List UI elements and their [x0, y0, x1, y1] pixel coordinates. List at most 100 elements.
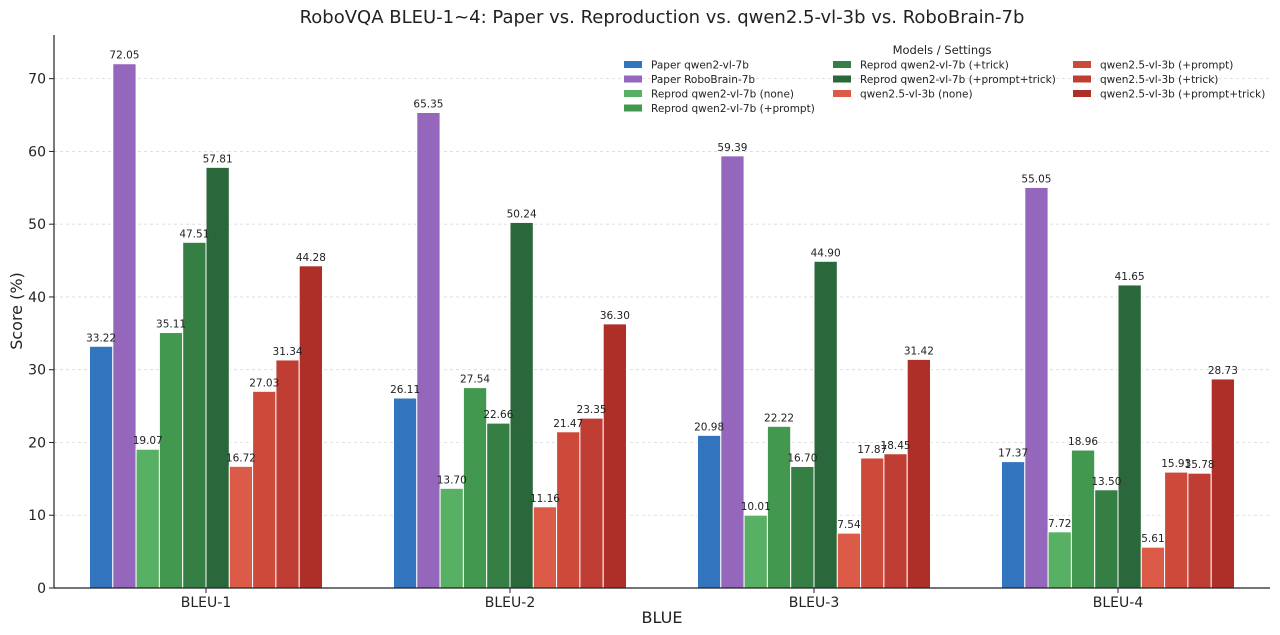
bar — [252, 390, 277, 589]
bar — [697, 434, 722, 589]
legend-entry: qwen2.5-vl-3b (+trick) — [1100, 74, 1218, 86]
bar — [906, 358, 932, 589]
legend-swatch — [624, 75, 642, 83]
y-tick-label: 60 — [28, 144, 46, 160]
bar-value-label: 44.28 — [296, 252, 326, 264]
bar — [135, 448, 160, 589]
bar — [275, 359, 300, 589]
bar — [298, 265, 324, 589]
bar — [509, 221, 534, 589]
bar-value-label: 31.34 — [273, 346, 303, 358]
legend-swatch — [1073, 90, 1091, 97]
bar — [112, 63, 137, 589]
bar-value-label: 59.39 — [717, 142, 747, 154]
bar-value-label: 20.98 — [694, 421, 724, 433]
bar — [766, 425, 792, 589]
bar-value-label: 11.16 — [530, 493, 560, 505]
bar-value-label: 19.07 — [133, 435, 163, 447]
chart-title: RoboVQA BLEU-1~4: Paper vs. Reproduction… — [300, 7, 1025, 28]
bar-value-label: 17.37 — [998, 448, 1028, 460]
bar — [602, 323, 628, 589]
bar-value-label: 47.51 — [179, 228, 209, 240]
bar-value-label: 55.05 — [1021, 173, 1051, 185]
legend-swatch — [833, 61, 851, 68]
bar — [228, 465, 254, 589]
bar-value-label: 15.93 — [1161, 458, 1191, 470]
bar — [1001, 461, 1026, 589]
bar — [813, 260, 838, 589]
bar-value-label: 17.87 — [857, 444, 887, 456]
bar — [205, 166, 230, 589]
bar-value-label: 13.50 — [1091, 476, 1121, 488]
bar — [393, 397, 418, 589]
bar-value-label: 13.70 — [437, 474, 467, 486]
bar — [579, 417, 604, 589]
bar-value-label: 7.72 — [1048, 518, 1071, 530]
bar-value-label: 18.96 — [1068, 436, 1098, 448]
bar — [439, 487, 464, 589]
bar — [836, 532, 862, 589]
data-labels: 33.22 72.05 19.07 35.11 47.51 57.81 16.72 27.03… — [86, 50, 1238, 545]
legend-entry: Paper qwen2-vl-7b — [651, 60, 749, 72]
bar — [883, 453, 908, 589]
legend-entry: Reprod qwen2-vl-7b (+prompt+trick) — [860, 74, 1056, 86]
bar-value-label: 26.11 — [390, 384, 420, 396]
x-axis-label: BLUE — [642, 608, 683, 627]
bar-value-label: 10.01 — [741, 501, 771, 513]
bar — [416, 111, 441, 589]
legend-entry: Reprod qwen2-vl-7b (none) — [651, 89, 794, 101]
legend-swatch — [1073, 75, 1091, 83]
grid-lines — [54, 78, 1270, 516]
y-tick-label: 10 — [28, 508, 46, 524]
bar — [89, 345, 114, 589]
legend-swatch — [833, 90, 851, 97]
bar-value-label: 16.70 — [787, 452, 817, 464]
legend-swatch — [624, 61, 642, 68]
legend-swatch — [624, 90, 642, 97]
bar-value-label: 22.22 — [764, 412, 794, 424]
bar — [486, 422, 511, 589]
y-ticks: 0 10 20 30 40 50 60 70 — [28, 72, 54, 597]
bar-value-label: 23.35 — [577, 404, 607, 416]
y-tick-label: 40 — [28, 290, 46, 306]
bar-value-label: 22.66 — [483, 409, 513, 421]
bar — [1164, 471, 1189, 589]
x-ticks: BLEU-1 BLEU-2 BLEU-3 BLEU-4 — [181, 588, 1144, 611]
bar — [1187, 472, 1212, 589]
bar — [1047, 531, 1072, 589]
bar — [1024, 186, 1049, 589]
bar-value-label: 50.24 — [507, 208, 537, 220]
x-tick-label: BLEU-2 — [485, 595, 535, 611]
legend-swatch — [624, 104, 642, 112]
x-tick-label: BLEU-3 — [789, 595, 839, 611]
bar — [182, 241, 207, 589]
bar-value-label: 16.72 — [226, 452, 256, 464]
bar — [1094, 489, 1119, 589]
legend-entry: Reprod qwen2-vl-7b (+prompt) — [651, 103, 815, 115]
bar-value-label: 41.65 — [1115, 271, 1145, 283]
bar-value-label: 35.11 — [156, 319, 186, 331]
legend-swatch — [833, 75, 851, 83]
legend-entry: qwen2.5-vl-3b (+prompt) — [1100, 60, 1233, 72]
bar — [532, 506, 558, 589]
bar-value-label: 7.54 — [837, 519, 861, 531]
legend-entry: qwen2.5-vl-3b (+prompt+trick) — [1100, 89, 1265, 101]
bar — [158, 332, 184, 589]
x-tick-label: BLEU-4 — [1093, 595, 1144, 611]
bar-value-label: 28.73 — [1208, 365, 1238, 377]
bar-value-label: 31.42 — [904, 345, 934, 357]
y-tick-label: 70 — [28, 72, 46, 88]
bars — [89, 63, 1235, 589]
bar-value-label: 27.54 — [460, 374, 490, 386]
legend: Models / Settings Paper qwen2-vl-7b Paper… — [624, 43, 1265, 115]
bar-value-label: 44.90 — [811, 247, 841, 259]
bar-value-label: 15.78 — [1185, 459, 1215, 471]
legend-entry: qwen2.5-vl-3b (none) — [860, 89, 973, 101]
y-tick-label: 20 — [28, 435, 46, 451]
bar — [556, 431, 581, 589]
bar-value-label: 5.61 — [1141, 533, 1164, 545]
x-tick-label: BLEU-1 — [181, 595, 231, 611]
bar-value-label: 33.22 — [86, 332, 116, 344]
legend-swatch — [1073, 61, 1091, 68]
